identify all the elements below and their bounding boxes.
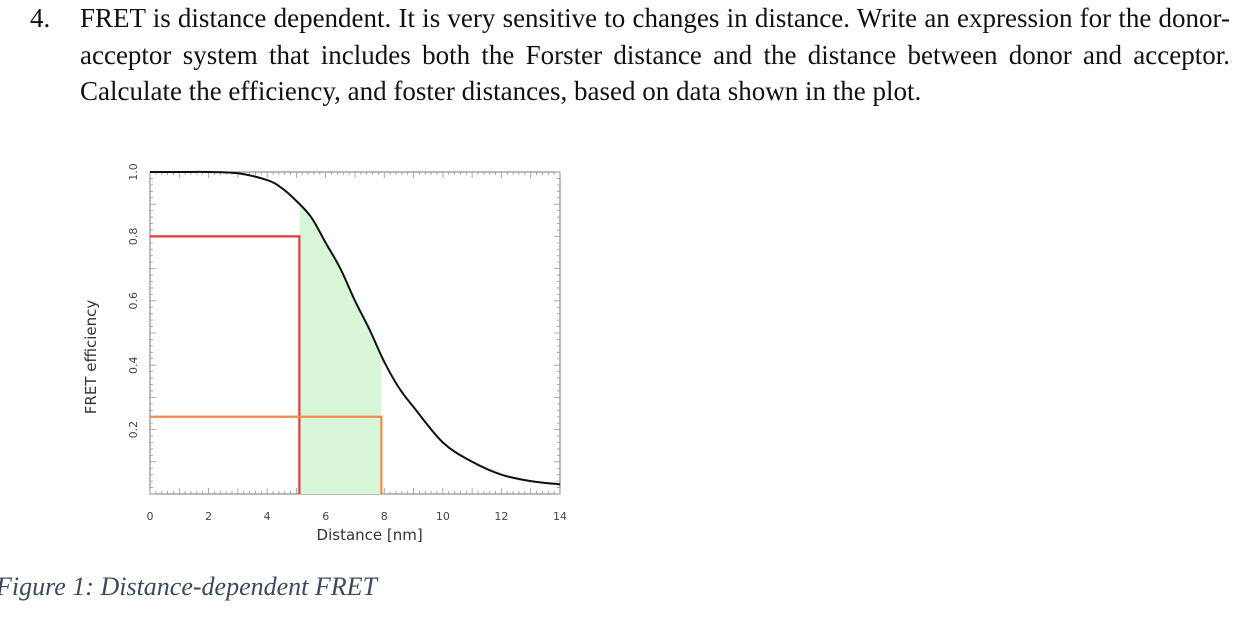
x-tick-label: 4 <box>264 510 271 523</box>
x-tick-label: 14 <box>553 510 567 523</box>
y-tick-label: 0.6 <box>127 292 140 310</box>
x-tick-label: 6 <box>322 510 329 523</box>
figure-caption: Figure 1: Distance-dependent FRET <box>0 572 377 601</box>
question-text: FRET is distance dependent. It is very s… <box>80 3 1230 106</box>
efficiency-curve <box>149 170 561 486</box>
y-tick-label: 0.4 <box>127 356 140 374</box>
y-tick-label: 1.0 <box>127 163 140 181</box>
x-tick-label: 2 <box>205 510 212 523</box>
fret-chart: 0 2 4 6 8 10 12 14 0.2 0.4 0.6 0.8 1.0 Distance [nm] F… <box>82 163 567 544</box>
x-tick-label: 8 <box>381 510 388 523</box>
plot-area: 0 2 4 6 8 10 12 14 0.2 0.4 0.6 0.8 1.0 Distance [nm] F… <box>82 163 567 544</box>
guide-line-1 <box>150 235 301 494</box>
shaded-area <box>299 204 382 494</box>
y-tick-label: 0.2 <box>127 421 140 439</box>
x-tick-label: 10 <box>436 510 450 523</box>
y-tick-label: 0.8 <box>127 228 140 246</box>
x-tick-label: 0 <box>147 510 154 523</box>
x-tick-label: 12 <box>494 510 508 523</box>
x-axis-label: Distance [nm] <box>317 526 423 544</box>
y-axis-label: FRET efficiency <box>82 300 100 415</box>
guide-line-2 <box>150 415 383 494</box>
question-number: 4. <box>30 3 51 33</box>
